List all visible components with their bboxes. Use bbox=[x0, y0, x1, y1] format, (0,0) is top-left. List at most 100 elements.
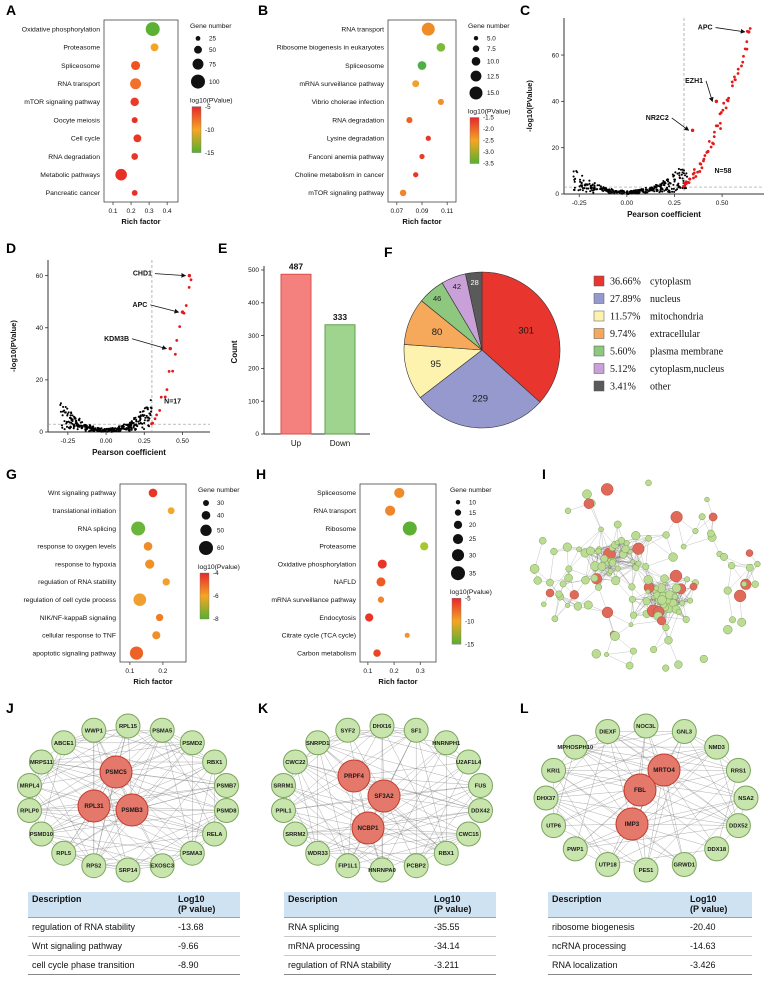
legend-color-tick: -15 bbox=[205, 150, 215, 157]
sig-point bbox=[167, 369, 171, 373]
network-edge bbox=[115, 771, 215, 835]
sig-point bbox=[733, 75, 736, 79]
network-edge bbox=[93, 810, 227, 866]
legend-color-title: log10(PValue) bbox=[190, 98, 233, 105]
gene-node bbox=[81, 853, 107, 879]
network-node bbox=[614, 565, 621, 572]
nonsig-point bbox=[68, 416, 71, 419]
nonsig-point bbox=[617, 191, 620, 194]
network-node bbox=[733, 589, 747, 603]
annotation-arrow bbox=[705, 80, 714, 103]
nonsig-point bbox=[573, 186, 576, 189]
network-node bbox=[707, 529, 715, 538]
sig-point bbox=[703, 154, 707, 157]
nonsig-point bbox=[668, 185, 671, 188]
gene-node-label: CWC22 bbox=[285, 760, 305, 766]
nonsig-point bbox=[602, 187, 605, 190]
legend-percent: 36.66% bbox=[610, 277, 641, 288]
data-dot bbox=[419, 153, 425, 160]
network-edge bbox=[115, 761, 215, 773]
nonsig-point bbox=[106, 430, 109, 433]
table-header-description: Description bbox=[284, 892, 430, 918]
nonsig-point bbox=[589, 190, 592, 193]
data-dot bbox=[145, 559, 155, 569]
annotated-point bbox=[180, 310, 185, 314]
panel-i-network-hairball bbox=[529, 479, 761, 672]
sig-point bbox=[730, 80, 734, 84]
gene-node bbox=[51, 730, 77, 756]
category-label: Oocyte meiosis bbox=[54, 117, 101, 124]
network-edge bbox=[549, 551, 555, 583]
gene-label: APC bbox=[133, 302, 148, 309]
nonsig-point bbox=[596, 184, 599, 187]
nonsig-point bbox=[63, 428, 66, 431]
nonsig-point bbox=[672, 175, 675, 178]
sig-point bbox=[712, 135, 716, 139]
legend-size-dot bbox=[454, 509, 462, 516]
legend-name: extracellular bbox=[650, 329, 701, 340]
nonsig-point bbox=[673, 180, 676, 183]
nonsig-point bbox=[71, 422, 74, 425]
nonsig-point bbox=[138, 422, 141, 425]
network-edge bbox=[567, 547, 569, 579]
nonsig-point bbox=[130, 426, 133, 429]
network-node bbox=[643, 575, 653, 585]
network-edge bbox=[645, 556, 674, 567]
category-label: Proteasome bbox=[63, 45, 100, 52]
network-edge bbox=[645, 725, 685, 865]
network-node bbox=[628, 595, 636, 603]
legend-color-tick: -8 bbox=[213, 616, 219, 623]
nonsig-point bbox=[636, 189, 639, 192]
network-edge bbox=[353, 775, 481, 811]
legend-size-label: 12.5 bbox=[487, 73, 500, 80]
nonsig-point bbox=[602, 189, 605, 193]
sig-point bbox=[692, 171, 696, 175]
nonsig-point bbox=[626, 191, 629, 194]
nonsig-point bbox=[103, 429, 106, 432]
gene-node bbox=[633, 713, 659, 739]
nonsig-point bbox=[655, 183, 658, 186]
network-node bbox=[630, 559, 636, 565]
legend-size-dot bbox=[473, 36, 479, 41]
nonsig-point bbox=[641, 190, 644, 193]
slice-value-label: 80 bbox=[432, 327, 443, 338]
sig-point bbox=[184, 304, 188, 307]
sig-point bbox=[171, 369, 175, 373]
nonsig-point bbox=[147, 416, 150, 419]
nonsig-point bbox=[595, 188, 598, 191]
category-label: RNA splicing bbox=[77, 526, 116, 533]
legend-size-title: Gene number bbox=[468, 23, 510, 30]
category-label: Cell cycle bbox=[71, 136, 100, 143]
network-edge bbox=[192, 761, 215, 854]
sig-point bbox=[740, 64, 743, 68]
gene-node-label: PSMA3 bbox=[182, 851, 203, 857]
panel-c-volcano: 0 20 40 60 -0.25 0.00 0.25 0.50 Pearson coeffici… bbox=[525, 18, 764, 219]
panel-a-dotplot: Oxidative phosphorylation Proteasome Splic… bbox=[22, 19, 233, 226]
network-edge bbox=[29, 785, 94, 866]
nonsig-point bbox=[578, 185, 581, 188]
gene-node bbox=[271, 773, 296, 798]
gene-node bbox=[202, 821, 228, 847]
nonsig-point bbox=[67, 426, 70, 429]
gene-node-label: PPIL1 bbox=[275, 809, 292, 815]
annotation-arrow bbox=[715, 27, 746, 34]
nonsig-point bbox=[59, 410, 62, 413]
gene-node bbox=[367, 779, 401, 813]
legend-swatch bbox=[593, 310, 605, 322]
nonsig-point bbox=[578, 178, 582, 181]
category-label: Lysine degradation bbox=[327, 136, 384, 143]
nonsig-point bbox=[607, 189, 610, 192]
legend-size-label: 20 bbox=[469, 522, 477, 529]
category-label: regulation of cell cycle process bbox=[23, 597, 116, 604]
table-cell-value: -13.68 bbox=[174, 917, 240, 937]
network-edge bbox=[353, 775, 481, 786]
panel-label-i: I bbox=[542, 466, 546, 482]
data-dot bbox=[131, 60, 141, 71]
legend-name: plasma membrane bbox=[650, 347, 724, 358]
network-edge bbox=[727, 590, 733, 620]
panel-label-k: K bbox=[258, 700, 269, 716]
bar bbox=[324, 324, 356, 435]
gene-node bbox=[562, 836, 588, 862]
network-node bbox=[653, 585, 660, 591]
x-tick-label: 0.50 bbox=[716, 200, 729, 207]
